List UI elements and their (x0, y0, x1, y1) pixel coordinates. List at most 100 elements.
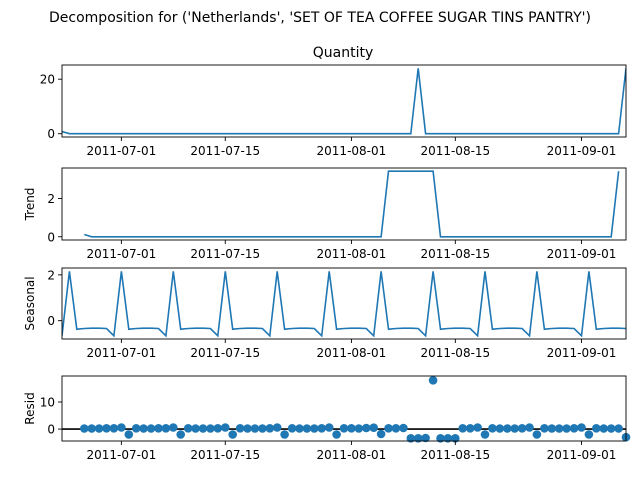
quantity-xtick-label: 2011-08-01 (317, 144, 387, 158)
resid-point (428, 376, 438, 385)
resid-xtick-label: 2011-07-01 (86, 448, 156, 462)
resid-point (258, 424, 267, 433)
resid-point (317, 424, 327, 433)
trend-xtick-label: 2011-08-01 (317, 247, 387, 261)
resid-point (243, 424, 252, 433)
resid-point (287, 424, 297, 433)
resid-point (503, 424, 512, 433)
quantity-axes-frame (61, 64, 627, 138)
seasonal-ytick-label: 0 (47, 314, 55, 328)
resid-point (606, 424, 616, 433)
resid-xtick-label: 2011-09-01 (547, 448, 617, 462)
resid-point (228, 430, 237, 439)
resid-point (517, 424, 527, 433)
resid-point (413, 434, 423, 443)
resid-point (146, 424, 156, 433)
quantity-panel-title: Quantity (313, 45, 374, 61)
resid-point (191, 424, 200, 433)
resid-point (362, 423, 371, 433)
resid-point (109, 424, 119, 433)
quantity-xtick-label: 2011-07-15 (190, 144, 260, 158)
resid-point (295, 424, 304, 433)
resid-point (376, 429, 386, 439)
resid-point (94, 424, 104, 433)
resid-point (451, 434, 460, 443)
seasonal-xtick-label: 2011-07-15 (190, 346, 260, 360)
trend-ytick-label: 0 (47, 230, 55, 244)
resid-point (221, 423, 230, 432)
seasonal-xtick-label: 2011-09-01 (547, 346, 617, 360)
resid-point (280, 430, 289, 439)
quantity-xtick-label: 2011-07-01 (86, 144, 156, 158)
quantity-series-line (62, 68, 626, 135)
resid-point (354, 424, 364, 433)
resid-xtick-label: 2011-08-01 (317, 448, 387, 462)
resid-point (235, 424, 245, 433)
resid-xtick-label: 2011-07-15 (190, 448, 260, 462)
trend-panel: 0 2 2011-07-01 2011-07-15 2011-08-01 2011-08-… (23, 167, 627, 261)
seasonal-panel: 0 2 2011-07-01 2011-07-15 2011-08-01 2011-08-… (23, 267, 627, 360)
resid-point (421, 433, 430, 443)
figure-suptitle: Decomposition for ('Netherlands', 'SET O… (49, 10, 591, 26)
resid-point (554, 424, 564, 433)
resid-point (465, 424, 475, 433)
trend-xtick-label: 2011-08-15 (420, 247, 490, 261)
trend-ytick-label: 2 (47, 192, 55, 206)
trend-xtick-label: 2011-07-15 (190, 247, 260, 261)
seasonal-xtick-label: 2011-08-15 (420, 346, 490, 360)
resid-point (458, 424, 468, 433)
resid-point (117, 423, 126, 432)
resid-point (495, 424, 505, 433)
resid-point (562, 424, 571, 433)
seasonal-ytick-label: 2 (47, 268, 55, 282)
trend-xtick-label: 2011-09-01 (547, 247, 617, 261)
resid-point (139, 424, 148, 433)
resid-panel: 0 10 2011-07-01 2011-07-15 2011-08-01 2011-08… (23, 375, 631, 462)
resid-point (473, 423, 482, 432)
resid-point (384, 424, 393, 433)
resid-xtick-label: 2011-08-15 (420, 448, 490, 462)
resid-point (399, 423, 408, 433)
resid-point (176, 430, 185, 439)
resid-point (369, 423, 379, 433)
resid-point (332, 430, 341, 439)
resid-point (169, 423, 178, 432)
resid-point (443, 434, 453, 443)
resid-point (265, 424, 275, 433)
resid-point (532, 430, 542, 439)
seasonal-xtick-label: 2011-07-01 (86, 346, 156, 360)
resid-ytick-label: 0 (47, 423, 55, 437)
resid-point (510, 424, 519, 433)
seasonal-axes-frame (61, 267, 627, 340)
resid-point (198, 424, 208, 433)
resid-point (569, 424, 579, 433)
resid-point (577, 423, 586, 432)
resid-point (614, 424, 623, 433)
quantity-xtick-label: 2011-09-01 (547, 144, 617, 158)
seasonal-ylabel: Seasonal (23, 276, 37, 330)
seasonal-xtick-label: 2011-08-01 (317, 346, 387, 360)
resid-point (592, 424, 601, 433)
resid-point (272, 423, 282, 432)
resid-point (183, 424, 193, 433)
resid-point (547, 424, 557, 433)
trend-axes-frame (61, 167, 627, 241)
resid-point (324, 423, 334, 432)
trend-series-line (84, 170, 620, 238)
resid-point (339, 424, 349, 433)
resid-point (124, 430, 134, 439)
quantity-ytick-label: 0 (47, 127, 55, 141)
resid-point (599, 424, 608, 433)
quantity-ytick-label: 20 (40, 73, 55, 87)
resid-point (154, 424, 163, 433)
resid-point (213, 424, 223, 433)
resid-point (480, 430, 490, 439)
resid-point (436, 434, 445, 443)
resid-point (488, 424, 497, 433)
resid-point (102, 424, 111, 433)
resid-point (131, 424, 141, 433)
resid-point (302, 424, 312, 433)
quantity-panel: Quantity 0 20 2011-07-01 2011-07-15 2011-08-… (40, 45, 627, 158)
resid-point (206, 424, 215, 433)
